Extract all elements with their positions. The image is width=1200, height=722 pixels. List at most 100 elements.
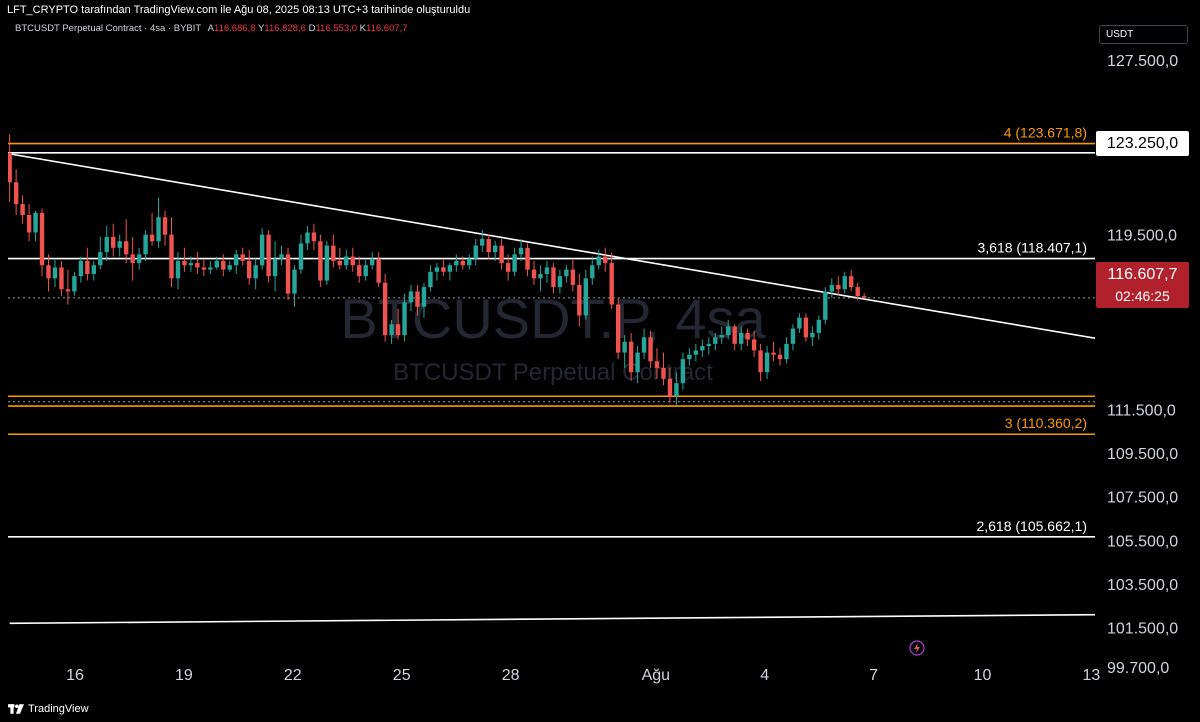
candle-body	[810, 332, 815, 338]
candle-body	[771, 352, 776, 355]
level-label: 4 (123.671,8)	[1004, 125, 1087, 141]
candle-body	[169, 234, 174, 279]
candle-body	[331, 245, 336, 261]
symbol-legend: BTCUSDT Perpetual Contract · 4sa · BYBIT…	[15, 23, 408, 34]
candle-body	[764, 352, 770, 373]
candle-body	[713, 337, 718, 344]
legend-high-label: Y	[258, 23, 265, 34]
candle-body	[266, 234, 271, 277]
candle-body	[441, 267, 446, 272]
candle-body	[143, 234, 148, 255]
candle-body	[544, 267, 550, 274]
price-tick-label: 119.500,0	[1107, 228, 1177, 245]
candle-body	[797, 317, 802, 329]
candle-body	[318, 241, 323, 281]
candle-body	[615, 304, 621, 353]
candle-body	[861, 296, 867, 298]
candle-body	[719, 335, 724, 338]
candle-body	[369, 258, 375, 266]
candle-body	[72, 276, 77, 292]
candle-body	[641, 337, 647, 353]
currency-selector[interactable]: USDT	[1099, 25, 1188, 44]
candle-body	[240, 254, 245, 261]
candle-body	[706, 343, 711, 347]
candle-body	[33, 212, 38, 233]
level-labels: 4 (123.671,8) 3,618 (118.407,1) 3 (110.360…	[976, 125, 1087, 534]
candle-body	[104, 236, 109, 253]
candle-body	[298, 243, 304, 270]
legend-open: 116.686,8	[214, 23, 256, 34]
candle-body	[434, 267, 440, 272]
candle-body	[111, 236, 116, 248]
level-label: 3 (110.360,2)	[1005, 415, 1087, 431]
tradingview-logo[interactable]: TradingView	[8, 703, 89, 715]
price-tick-label: 99.700,0	[1107, 660, 1169, 677]
candle-body	[758, 350, 763, 373]
candlestick-chart[interactable]: BTCUSDT.P, 4sa BTCUSDT Perpetual Contrac…	[8, 20, 1095, 690]
candle-body	[628, 341, 634, 373]
candle-body	[408, 291, 414, 303]
candle-body	[622, 341, 627, 353]
price-tick-label: 127.500,0	[1107, 53, 1178, 70]
candle-body	[551, 267, 556, 288]
candle-body	[700, 346, 705, 351]
candle-body	[661, 367, 666, 379]
candle-body	[777, 354, 783, 360]
candle-body	[123, 241, 129, 255]
price-tick-label: 103.500,0	[1107, 577, 1178, 594]
candle-body	[26, 215, 32, 233]
trendline	[9, 613, 1095, 625]
candle-body	[272, 258, 278, 277]
candle-body	[726, 326, 731, 336]
chart-area[interactable]: BTCUSDT.P, 4sa BTCUSDT Perpetual Contrac…	[8, 20, 1095, 690]
candle-body	[473, 245, 478, 259]
candle-body	[337, 260, 343, 266]
candle-body	[492, 245, 498, 253]
candle-body	[855, 287, 860, 297]
candle-body	[279, 254, 284, 259]
candle-body	[324, 245, 330, 281]
trendlines	[9, 153, 1095, 625]
tradingview-brand: TradingView	[28, 703, 89, 715]
legend-close-label: K	[359, 23, 367, 34]
publisher-line: LFT_CRYPTO tarafından TradingView.com il…	[7, 4, 471, 16]
candle-body	[221, 260, 226, 270]
candle-body	[564, 269, 569, 277]
candle-body	[849, 276, 854, 288]
candle-body	[590, 265, 595, 279]
candle-body	[130, 254, 135, 264]
candle-body	[402, 302, 407, 336]
horizontal-levels	[8, 142, 1095, 538]
lightning-icon[interactable]	[909, 640, 925, 656]
candle-body	[531, 269, 537, 279]
candle-body	[505, 263, 511, 272]
candle-body	[8, 152, 12, 183]
candle-body	[227, 265, 232, 270]
legend-close: 116.607,7	[366, 23, 408, 34]
marked-level-badge: 123.250,0	[1096, 131, 1189, 156]
candle-body	[687, 354, 692, 360]
candle-body	[85, 260, 90, 274]
candles	[8, 134, 867, 405]
candle-body	[13, 182, 19, 205]
candle-body	[467, 258, 472, 266]
candle-body	[842, 276, 847, 290]
candle-body	[667, 378, 673, 397]
candle-body	[732, 326, 737, 344]
candle-body	[415, 291, 420, 307]
candle-body	[480, 239, 485, 246]
candle-body	[389, 324, 394, 336]
candle-body	[175, 260, 181, 279]
candle-body	[745, 332, 750, 340]
candle-body	[603, 256, 608, 264]
candle-body	[680, 359, 686, 384]
price-tick-label: 111.500,0	[1107, 402, 1176, 419]
candle-body	[803, 317, 809, 338]
candle-body	[136, 254, 142, 264]
candle-body	[486, 239, 491, 253]
candle-body	[182, 260, 187, 266]
candle-body	[363, 265, 368, 277]
candle-body	[829, 284, 834, 292]
candle-body	[693, 350, 699, 355]
candle-body	[460, 260, 466, 266]
